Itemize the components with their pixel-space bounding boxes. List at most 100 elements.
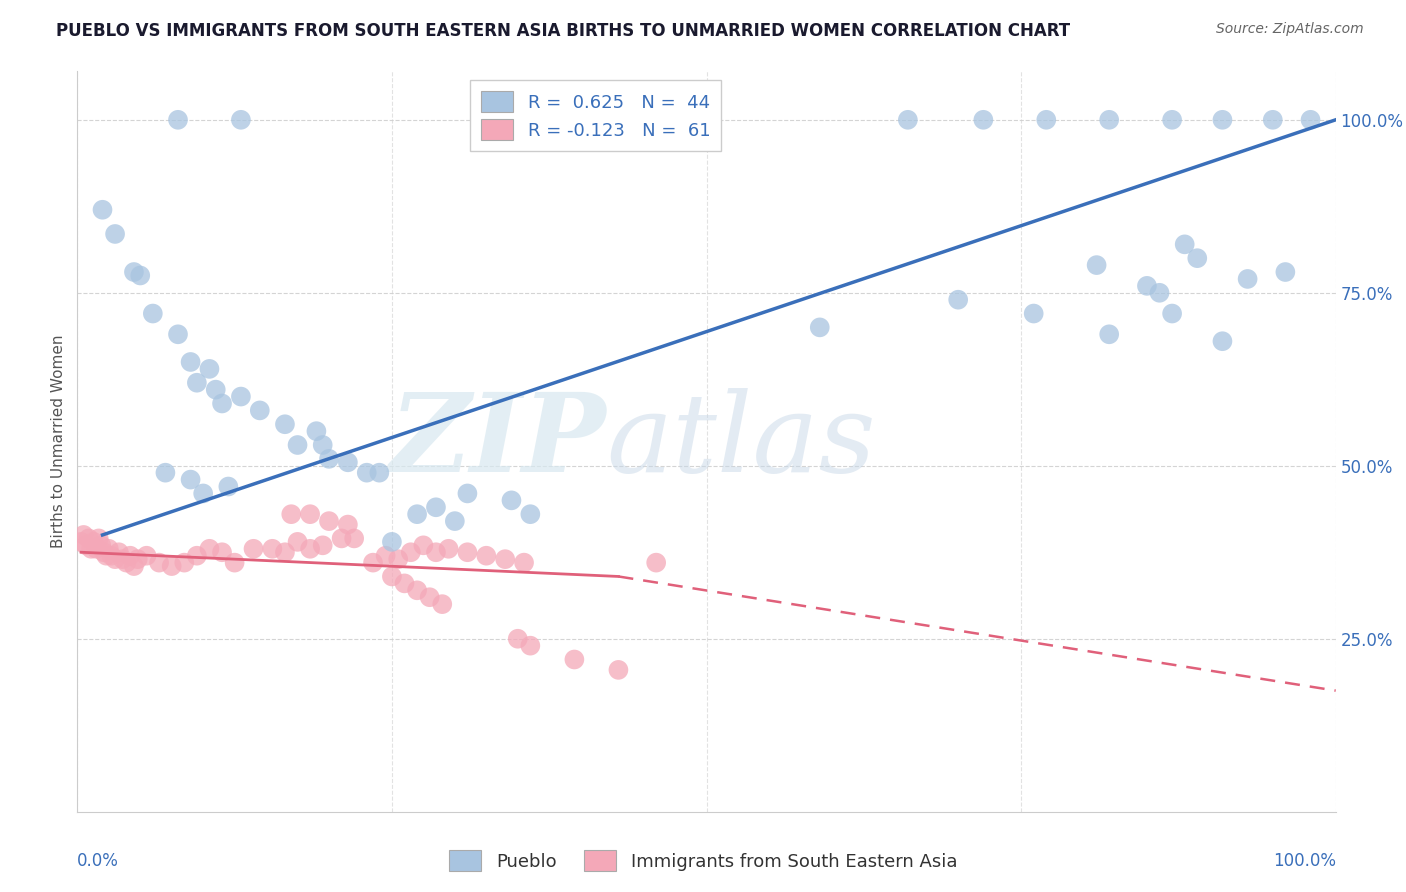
Point [399, 545, 422, 559]
Point [100, 549, 122, 563]
Text: ZIP: ZIP [389, 388, 606, 495]
Point [1236, 272, 1258, 286]
Point [368, 466, 391, 480]
Point [104, 227, 127, 241]
Point [148, 556, 170, 570]
Point [318, 514, 340, 528]
Point [696, 112, 718, 127]
Point [475, 549, 498, 563]
Text: Source: ZipAtlas.com: Source: ZipAtlas.com [1216, 22, 1364, 37]
Point [607, 663, 630, 677]
Point [135, 549, 157, 563]
Point [444, 514, 467, 528]
Point [513, 556, 536, 570]
Point [115, 556, 138, 570]
Point [180, 473, 202, 487]
Point [506, 632, 529, 646]
Point [381, 534, 404, 549]
Point [1098, 327, 1121, 342]
Point [111, 552, 134, 566]
Point [274, 545, 297, 559]
Point [356, 466, 378, 480]
Y-axis label: Births to Unmarried Women: Births to Unmarried Women [51, 334, 66, 549]
Point [186, 549, 208, 563]
Point [262, 541, 284, 556]
Point [72, 528, 94, 542]
Point [186, 376, 208, 390]
Point [211, 545, 233, 559]
Point [456, 545, 478, 559]
Point [387, 552, 409, 566]
Legend: R =  0.625   N =  44, R = -0.123   N =  61: R = 0.625 N = 44, R = -0.123 N = 61 [470, 80, 721, 151]
Point [211, 396, 233, 410]
Point [343, 532, 366, 546]
Point [142, 306, 165, 320]
Point [1035, 112, 1057, 127]
Point [406, 507, 429, 521]
Point [1022, 306, 1045, 320]
Point [312, 438, 335, 452]
Point [972, 112, 994, 127]
Point [456, 486, 478, 500]
Point [274, 417, 297, 432]
Point [80, 541, 103, 556]
Point [242, 541, 264, 556]
Point [87, 532, 110, 546]
Point [519, 639, 541, 653]
Point [361, 556, 384, 570]
Text: atlas: atlas [606, 388, 876, 495]
Point [437, 541, 460, 556]
Point [394, 576, 416, 591]
Point [645, 556, 668, 570]
Point [70, 534, 93, 549]
Point [249, 403, 271, 417]
Point [287, 438, 309, 452]
Text: 100.0%: 100.0% [1272, 853, 1336, 871]
Point [312, 538, 335, 552]
Point [374, 549, 396, 563]
Point [198, 541, 221, 556]
Point [1299, 112, 1322, 127]
Point [287, 534, 309, 549]
Point [104, 552, 127, 566]
Point [93, 545, 115, 559]
Point [120, 549, 142, 563]
Legend: Pueblo, Immigrants from South Eastern Asia: Pueblo, Immigrants from South Eastern As… [441, 843, 965, 879]
Point [173, 556, 195, 570]
Text: 0.0%: 0.0% [77, 853, 120, 871]
Point [155, 466, 177, 480]
Point [1211, 112, 1233, 127]
Point [91, 202, 114, 217]
Point [808, 320, 831, 334]
Point [1187, 251, 1209, 265]
Text: PUEBLO VS IMMIGRANTS FROM SOUTH EASTERN ASIA BIRTHS TO UNMARRIED WOMEN CORRELATI: PUEBLO VS IMMIGRANTS FROM SOUTH EASTERN … [56, 22, 1070, 40]
Point [406, 583, 429, 598]
Point [77, 532, 100, 546]
Point [224, 556, 246, 570]
Point [180, 355, 202, 369]
Point [299, 541, 322, 556]
Point [519, 507, 541, 521]
Point [198, 362, 221, 376]
Point [129, 268, 152, 283]
Point [620, 112, 643, 127]
Point [1174, 237, 1197, 252]
Point [1098, 112, 1121, 127]
Point [229, 390, 252, 404]
Point [229, 112, 252, 127]
Point [564, 652, 586, 666]
Point [204, 383, 226, 397]
Point [122, 265, 145, 279]
Point [1149, 285, 1171, 300]
Point [108, 545, 131, 559]
Point [1211, 334, 1233, 349]
Point [167, 112, 190, 127]
Point [1136, 278, 1159, 293]
Point [1261, 112, 1284, 127]
Point [127, 552, 149, 566]
Point [425, 545, 447, 559]
Point [191, 486, 215, 500]
Point [425, 500, 447, 515]
Point [299, 507, 322, 521]
Point [1161, 306, 1184, 320]
